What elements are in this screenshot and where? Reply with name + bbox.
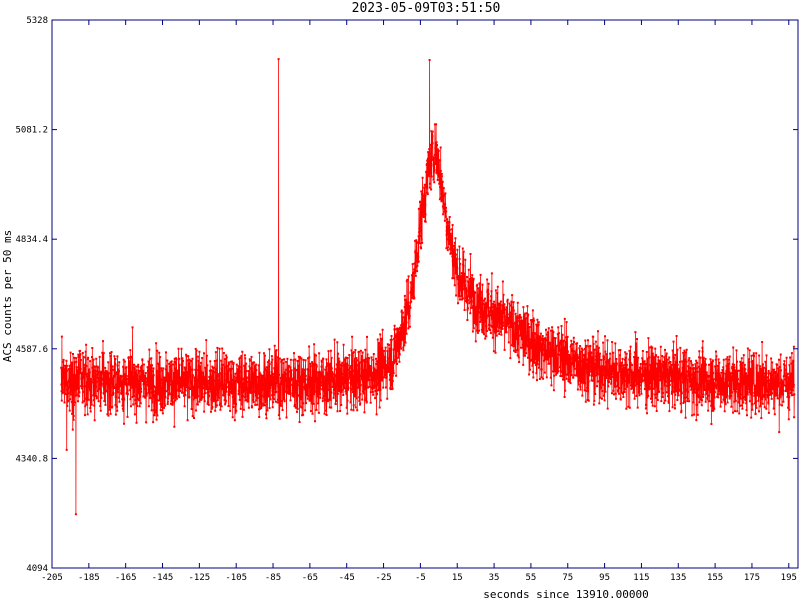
x-tick-label: -85 bbox=[265, 573, 281, 583]
chart-title: 2023-05-09T03:51:50 bbox=[352, 1, 501, 16]
x-tick-label: 195 bbox=[781, 573, 797, 583]
x-axis-label: seconds since 13910.00000 bbox=[483, 588, 649, 600]
y-axis-label: ACS counts per 50 ms bbox=[1, 230, 14, 362]
x-tick-label: 75 bbox=[562, 573, 573, 583]
x-tick-label: 155 bbox=[707, 573, 723, 583]
x-tick-label: 175 bbox=[744, 573, 760, 583]
y-tick-label: 5081.2 bbox=[15, 126, 48, 136]
plot-frame bbox=[51, 19, 799, 569]
series-line bbox=[60, 59, 795, 515]
x-tick-label: -185 bbox=[78, 573, 100, 583]
x-tick-label: -45 bbox=[339, 573, 355, 583]
x-tick-label: -145 bbox=[152, 573, 174, 583]
y-tick-label: 4094 bbox=[26, 564, 48, 574]
x-tick-label: 115 bbox=[633, 573, 649, 583]
x-tick-label: 135 bbox=[670, 573, 686, 583]
plot-area bbox=[60, 58, 796, 516]
y-tick-label: 4587.6 bbox=[15, 345, 48, 355]
x-tick-label: 95 bbox=[599, 573, 610, 583]
x-tick-label: -65 bbox=[302, 573, 318, 583]
x-tick-label: -5 bbox=[415, 573, 426, 583]
x-tick-label: -25 bbox=[375, 573, 391, 583]
x-tick-label: -205 bbox=[41, 573, 63, 583]
y-tick-label: 4340.8 bbox=[15, 454, 48, 464]
x-tick-label: -165 bbox=[115, 573, 137, 583]
y-tick-label: 5328 bbox=[26, 16, 48, 26]
x-tick-label: 55 bbox=[525, 573, 536, 583]
x-tick-label: -125 bbox=[189, 573, 211, 583]
y-tick-label: 4834.4 bbox=[15, 235, 48, 245]
axis-ticks: -205 -185 -165 -145 -125 -105 -85 -65 -45 -25 -5 15… bbox=[15, 16, 798, 583]
x-tick-label: 15 bbox=[452, 573, 463, 583]
x-tick-label: 35 bbox=[489, 573, 500, 583]
x-tick-label: -105 bbox=[225, 573, 247, 583]
series-markers bbox=[60, 58, 796, 516]
